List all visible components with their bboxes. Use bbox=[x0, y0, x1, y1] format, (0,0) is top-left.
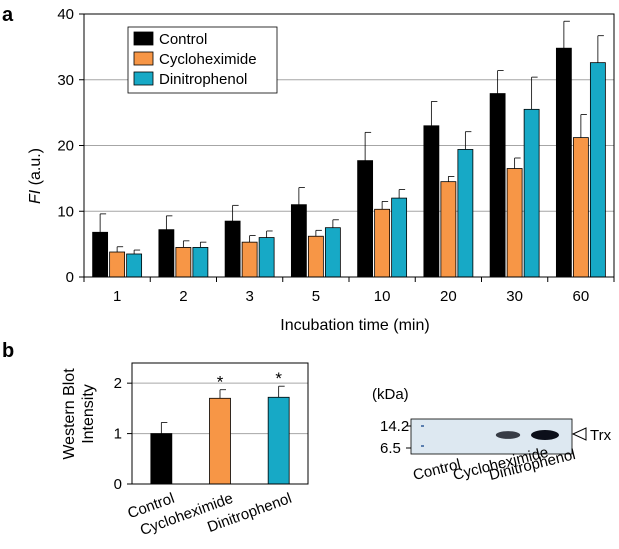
bar-dinitrophenol-3 bbox=[258, 237, 275, 278]
bar-dinitrophenol-10 bbox=[391, 197, 408, 278]
x-tick-label: 20 bbox=[440, 288, 457, 305]
panel-label-a: a bbox=[2, 4, 14, 26]
blot-marker-label: 14.2 bbox=[380, 418, 409, 435]
legend-swatch bbox=[133, 51, 154, 66]
bar-cycloheximide-30 bbox=[506, 168, 523, 278]
chart-b-y-axis-label-line2: Intensity bbox=[80, 384, 97, 444]
significance-marker: * bbox=[275, 369, 282, 388]
chart-b-y-axis-label-line1: Western Blot bbox=[61, 368, 78, 460]
trx-arrowhead-icon bbox=[571, 427, 587, 441]
bar-control-60 bbox=[555, 47, 572, 278]
bar-control-30 bbox=[489, 93, 506, 278]
bar-dinitrophenol bbox=[267, 396, 290, 485]
bar-cycloheximide-1 bbox=[109, 251, 126, 278]
x-tick-label: 10 bbox=[374, 288, 391, 305]
y-tick-label: 30 bbox=[57, 72, 74, 89]
x-tick-label: 3 bbox=[245, 288, 253, 305]
blot-protein-label: Trx bbox=[590, 427, 612, 444]
chart-a-y-axis-label: FI (a.u.) bbox=[27, 148, 44, 204]
x-tick-label: 30 bbox=[506, 288, 523, 305]
bar-control-5 bbox=[290, 204, 307, 278]
ladder-mark bbox=[421, 445, 424, 447]
bar-cycloheximide-60 bbox=[572, 137, 589, 278]
bar-control-3 bbox=[224, 220, 241, 278]
x-tick-label: 60 bbox=[573, 288, 590, 305]
bar-control-20 bbox=[423, 125, 440, 278]
chart-b-bars: * * bbox=[150, 369, 290, 485]
x-tick-label: 5 bbox=[312, 288, 320, 305]
blot-bands bbox=[421, 425, 559, 447]
ladder-mark bbox=[421, 425, 424, 427]
bar-cycloheximide-5 bbox=[307, 235, 324, 278]
bar-cycloheximide-10 bbox=[374, 208, 391, 278]
western-blot: (kDa) 14.26.5 ControlCycloheximideDinitr… bbox=[372, 386, 612, 484]
blot-band-cycloheximide bbox=[495, 431, 521, 439]
significance-marker: * bbox=[217, 373, 224, 392]
y-tick-label: 0 bbox=[114, 476, 122, 493]
panel-label-b: b bbox=[2, 340, 15, 362]
y-tick-label: 10 bbox=[57, 203, 74, 220]
bar-dinitrophenol-2 bbox=[192, 247, 209, 278]
y-tick-label: 2 bbox=[114, 375, 122, 392]
bar-dinitrophenol-20 bbox=[457, 149, 474, 278]
bar-cycloheximide-20 bbox=[440, 181, 457, 278]
bar-control-2 bbox=[158, 229, 175, 278]
bar-dinitrophenol-5 bbox=[324, 227, 341, 278]
x-tick-label: 2 bbox=[179, 288, 187, 305]
chart-b-axes bbox=[131, 362, 309, 485]
blot-band-dinitrophenol bbox=[531, 430, 559, 440]
legend-label: Control bbox=[159, 31, 207, 48]
legend-swatch bbox=[133, 31, 154, 46]
y-tick-label: 20 bbox=[57, 138, 74, 155]
blot-unit-label: (kDa) bbox=[372, 386, 409, 403]
y-tick-label: 1 bbox=[114, 426, 122, 443]
bar-dinitrophenol-60 bbox=[589, 62, 606, 278]
chart-a-bars bbox=[92, 20, 606, 278]
bar-cycloheximide bbox=[209, 397, 231, 485]
chart-a-x-axis-label: Incubation time (min) bbox=[280, 317, 429, 334]
bar-dinitrophenol-30 bbox=[523, 108, 540, 278]
bar-control-1 bbox=[92, 231, 109, 278]
bar-control bbox=[150, 433, 173, 485]
y-tick-label: 40 bbox=[57, 6, 74, 23]
blot-marker-label: 6.5 bbox=[380, 440, 401, 457]
chart-b: * * 012ControlCycloheximideDinitrophenol … bbox=[61, 362, 309, 539]
bar-dinitrophenol-1 bbox=[126, 253, 143, 278]
chart-a-ticks: 0 10 20 30 40 1 2 3 5 10 20 30 60 bbox=[57, 6, 615, 305]
x-tick-label: 1 bbox=[113, 288, 121, 305]
bar-cycloheximide-2 bbox=[175, 247, 192, 278]
legend-label: Cycloheximide bbox=[159, 51, 257, 68]
plot-frame bbox=[131, 362, 309, 485]
legend-swatch bbox=[133, 71, 154, 86]
bar-control-10 bbox=[357, 160, 374, 278]
chart-a: 0 10 20 30 40 1 2 3 5 10 20 30 60 FI (a.u.) Incubati… bbox=[27, 6, 615, 334]
bar-cycloheximide-3 bbox=[241, 241, 258, 278]
y-tick-label: 0 bbox=[66, 269, 74, 286]
blot-markers: 14.2 6.5 bbox=[380, 418, 411, 457]
legend-label: Dinitrophenol bbox=[159, 71, 247, 88]
chart-a-legend: Control Cycloheximide Dinitrophenol bbox=[127, 26, 278, 94]
